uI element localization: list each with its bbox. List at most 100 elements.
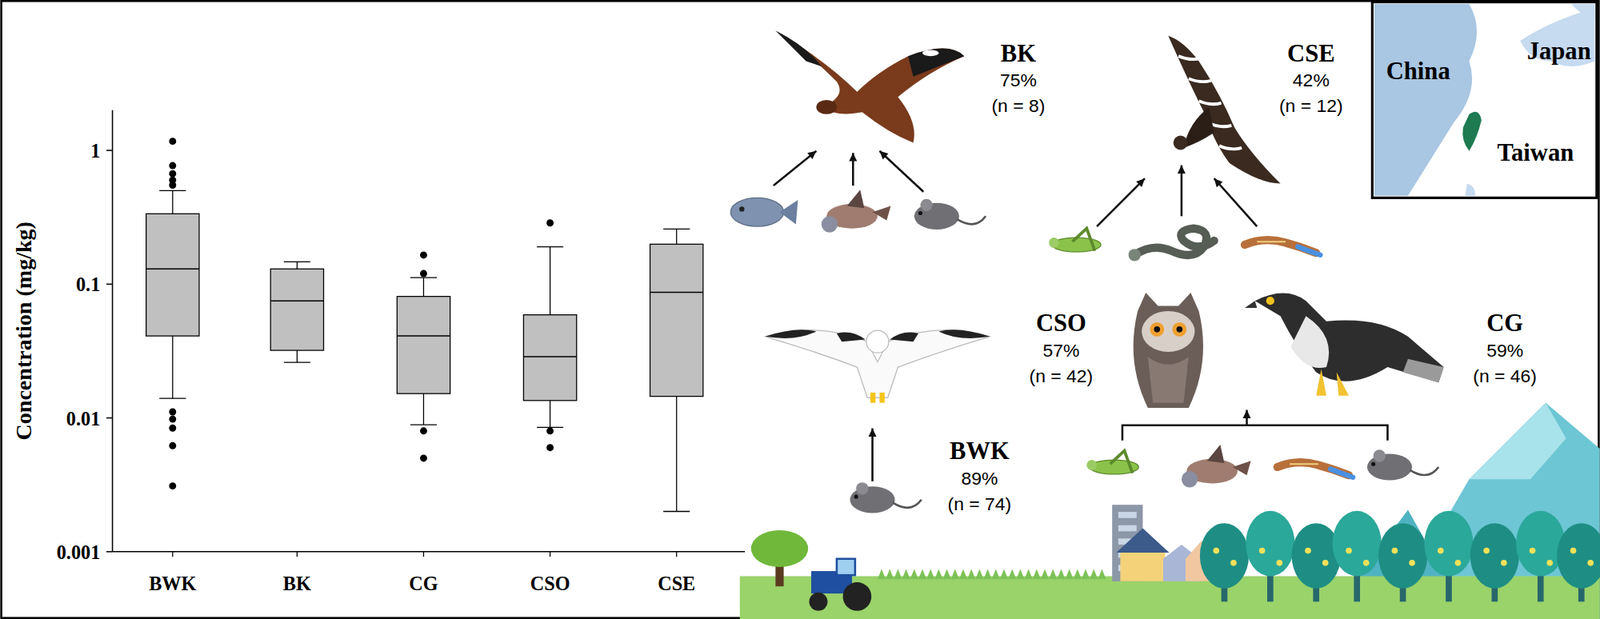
whisker-cap: [410, 424, 437, 425]
detection-rate: 57%: [1042, 340, 1080, 361]
outlier: [546, 427, 554, 435]
median: [146, 268, 200, 270]
y-tick: [106, 417, 113, 420]
outlier: [420, 427, 428, 435]
box-group: [396, 251, 450, 462]
whisker: [423, 393, 424, 425]
black-kite-icon: [775, 30, 964, 143]
species-code: BWK: [949, 437, 1010, 465]
median: [396, 335, 450, 337]
outlier: [168, 442, 176, 450]
y-tick-label: 0.1: [76, 273, 100, 296]
grasshopper-icon: [1048, 228, 1101, 252]
species-code: CSO: [1036, 309, 1087, 337]
box: [270, 268, 324, 351]
box: [146, 213, 200, 336]
grasshopper-icon: [1086, 451, 1139, 475]
box-group: [523, 219, 576, 452]
box: [650, 244, 704, 396]
detection-rate: 59%: [1486, 340, 1524, 361]
map-label: China: [1386, 57, 1451, 85]
median: [650, 292, 704, 294]
whisker-cap: [663, 511, 690, 512]
y-axis: [112, 110, 114, 552]
outlier: [168, 408, 176, 416]
species-code: CSE: [1287, 40, 1336, 68]
y-tick-label: 0.001: [56, 541, 100, 564]
box-group: [650, 228, 704, 512]
whisker-cap: [663, 228, 690, 230]
outlier: [546, 444, 554, 452]
sample-size: (n = 46): [1472, 365, 1537, 387]
x-tick-label: BWK: [148, 572, 196, 595]
crested-goshawk-icon: [1244, 293, 1444, 396]
arrow: [773, 151, 817, 186]
food-web-diagram: BK75%(n = 8)CSE42%(n = 12)BWK89%(n = 74)…: [730, 2, 1600, 619]
whisker-cap: [159, 398, 186, 400]
box: [523, 315, 576, 401]
figure: 0.0010.010.11Concentration (mg/kg)BWKBKC…: [0, 0, 1600, 619]
species-code: CG: [1486, 309, 1524, 337]
dove-icon: [1181, 444, 1252, 488]
detection-rate: 75%: [1000, 69, 1037, 91]
snake-icon: [1128, 228, 1215, 262]
arrow: [848, 152, 857, 186]
whisker-cap: [410, 276, 437, 278]
outlier: [168, 170, 176, 178]
whisker: [549, 247, 551, 316]
lizard-icon: [1277, 462, 1353, 478]
map-inset: ChinaJapanTaiwan: [1372, 2, 1597, 199]
outlier: [420, 454, 428, 462]
outlier: [420, 251, 428, 259]
arrow: [868, 428, 877, 482]
axes: 0.0010.010.11Concentration (mg/kg)BWKBKC…: [11, 110, 746, 596]
detection-rate: 42%: [1292, 69, 1330, 91]
outlier: [546, 219, 554, 227]
whisker-cap: [284, 362, 311, 364]
median: [523, 356, 576, 358]
whisker: [172, 336, 173, 399]
box: [396, 296, 450, 395]
x-tick-label: CSO: [530, 572, 571, 595]
outlier: [168, 181, 176, 189]
x-tick: [296, 552, 298, 557]
sample-size: (n = 74): [948, 493, 1012, 515]
mouse-icon: [1367, 449, 1439, 480]
x-tick: [676, 552, 677, 557]
y-tick-label: 0.01: [66, 408, 100, 430]
outlier: [168, 424, 176, 432]
x-tick-label: BK: [283, 572, 312, 595]
outlier: [168, 416, 176, 424]
shared-prey-bracket: [1122, 425, 1388, 441]
outlier: [168, 162, 176, 170]
x-tick-label: CG: [408, 572, 438, 595]
fish-icon: [730, 197, 798, 227]
whisker-cap: [536, 246, 564, 248]
whisker: [296, 261, 298, 269]
arrow: [1177, 165, 1186, 217]
boxes: [146, 137, 704, 512]
arrow: [1243, 410, 1252, 426]
whisker: [676, 228, 677, 244]
dove-icon: [821, 189, 892, 233]
y-axis-title: Concentration (mg/kg): [11, 221, 36, 440]
mouse-icon: [914, 199, 986, 230]
whisker: [676, 396, 677, 512]
species-code: BK: [1000, 40, 1036, 68]
sample-size: (n = 12): [1279, 95, 1344, 116]
x-tick: [549, 552, 551, 557]
whisker-cap: [284, 261, 311, 263]
x-tick: [172, 552, 173, 557]
whisker: [296, 350, 298, 363]
x-tick-label: CSE: [657, 572, 696, 595]
black-winged-kite-icon: [765, 329, 991, 403]
arrow: [1214, 178, 1258, 227]
landscape: [740, 403, 1600, 619]
box-group: [270, 261, 324, 363]
frame: [1, 0, 1600, 618]
x-axis: [112, 551, 746, 553]
lizard-icon: [1244, 240, 1320, 256]
sample-size: (n = 8): [991, 95, 1045, 116]
median: [270, 300, 324, 302]
whisker: [172, 190, 173, 214]
